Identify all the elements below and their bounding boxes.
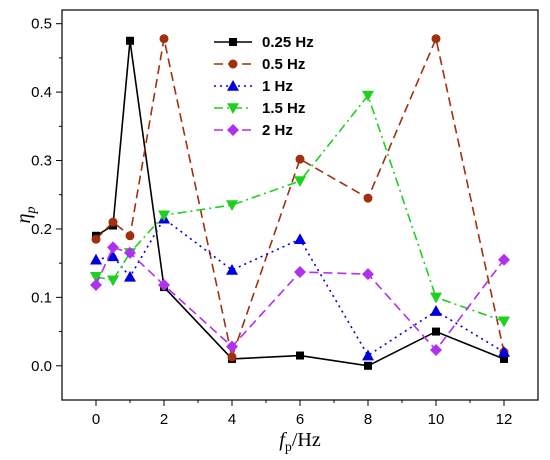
data-point-2-hz [107, 241, 119, 254]
x-axis-title-unit: /Hz [292, 429, 321, 451]
x-tick-label: 4 [228, 411, 236, 428]
data-point-0.25-hz [296, 351, 304, 360]
y-tick-label: 0.3 [31, 153, 52, 170]
data-point-1.5-hz [430, 292, 442, 304]
legend-label-1-hz: 1 Hz [262, 78, 293, 95]
x-tick-label: 6 [296, 411, 304, 428]
data-point-0.5-hz [159, 34, 169, 44]
x-axis-title-main: f [279, 429, 287, 451]
x-axis-title: fp/Hz [279, 429, 321, 455]
series-line-0.25-hz [95, 40, 505, 367]
data-point-1-hz [124, 270, 136, 282]
y-axis-title-main: η [13, 213, 35, 223]
data-point-0.5-hz [227, 352, 237, 362]
y-axis-title: ηp [13, 207, 39, 224]
series-line-0.5-hz [95, 36, 505, 360]
x-tick-label: 12 [496, 411, 513, 428]
data-point-1-hz [294, 233, 306, 245]
x-tick-label: 0 [92, 411, 100, 428]
y-tick-label: 0.5 [31, 16, 52, 33]
data-point-1.5-hz [90, 272, 102, 283]
data-point-2-hz [124, 246, 136, 259]
y-tick-label: 0.0 [31, 358, 52, 375]
data-point-1.5-hz [107, 275, 119, 287]
data-point-0.5-hz [431, 34, 441, 44]
data-point-0.5-hz [108, 217, 118, 227]
legend-marker-0.5-hz [228, 59, 238, 69]
legend: 0.25 Hz 0.5 Hz 1 Hz 1.5 Hz 2 Hz [214, 34, 314, 139]
data-point-1.5-hz [498, 316, 510, 328]
plot-layer [90, 34, 510, 370]
data-point-1.5-hz [158, 210, 170, 222]
legend-marker-2-hz [227, 124, 239, 136]
x-tick-label: 2 [160, 411, 168, 428]
y-axis-title-subscript: p [24, 207, 39, 215]
legend-marker-0.25-hz [229, 38, 237, 46]
data-point-0.5-hz [91, 234, 101, 244]
x-tick-label: 8 [364, 411, 372, 428]
data-point-0.25-hz [126, 36, 134, 45]
series-line-1.5-hz [95, 93, 505, 323]
x-tick-label: 10 [428, 411, 445, 428]
y-tick-label: 0.4 [31, 84, 52, 101]
y-tick-label: 0.1 [31, 289, 52, 306]
data-point-1.5-hz [226, 200, 238, 211]
data-point-1.5-hz [294, 176, 306, 188]
data-point-2-hz [498, 253, 510, 266]
data-point-1-hz [226, 264, 238, 275]
data-point-2-hz [362, 268, 374, 281]
axis-layer: 0 2 4 6 8 10 12 0.0 0.1 0.2 0.3 0.4 0.5 [31, 9, 539, 428]
data-point-1-hz [362, 349, 374, 361]
x-axis-title-subscript: p [285, 440, 292, 455]
data-point-2-hz [226, 340, 238, 353]
data-point-1-hz [430, 305, 442, 316]
data-point-2-hz [294, 266, 306, 279]
legend-label-0.5-hz: 0.5 Hz [262, 56, 305, 73]
y-tick-label: 0.2 [31, 221, 52, 238]
legend-label-0.25-hz: 0.25 Hz [262, 34, 314, 51]
data-point-0.25-hz [500, 354, 508, 363]
legend-marker-1-hz [227, 80, 239, 91]
data-point-1-hz [90, 253, 102, 265]
data-point-0.5-hz [295, 154, 305, 164]
data-point-0.25-hz [432, 327, 440, 336]
data-point-1-hz [498, 346, 510, 357]
legend-marker-1.5-hz [227, 103, 239, 114]
data-point-0.5-hz [125, 231, 135, 241]
data-point-0.5-hz [363, 193, 373, 203]
data-point-2-hz [90, 279, 102, 292]
legend-label-1.5-hz: 1.5 Hz [262, 100, 305, 117]
data-point-1.5-hz [362, 90, 374, 102]
data-point-2-hz [430, 344, 442, 357]
data-point-0.25-hz [364, 361, 372, 370]
data-point-1-hz [107, 250, 119, 262]
data-point-2-hz [158, 279, 170, 292]
legend-label-2-hz: 2 Hz [262, 122, 293, 139]
